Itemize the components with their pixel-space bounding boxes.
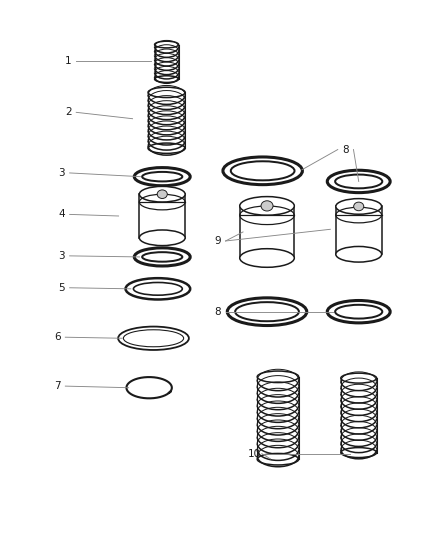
Ellipse shape: [124, 330, 184, 347]
Polygon shape: [139, 194, 185, 238]
Ellipse shape: [336, 199, 381, 214]
Ellipse shape: [134, 167, 190, 185]
Text: 2: 2: [65, 107, 72, 117]
Ellipse shape: [231, 161, 294, 180]
Ellipse shape: [336, 246, 381, 262]
Ellipse shape: [134, 248, 190, 266]
Ellipse shape: [240, 249, 294, 267]
Ellipse shape: [223, 157, 302, 184]
Ellipse shape: [335, 175, 382, 188]
Text: 7: 7: [54, 381, 61, 391]
Text: 5: 5: [59, 283, 65, 293]
Polygon shape: [336, 206, 381, 254]
Ellipse shape: [139, 230, 185, 246]
Text: 6: 6: [54, 332, 61, 342]
Text: 8: 8: [343, 144, 349, 155]
Ellipse shape: [335, 305, 382, 319]
Ellipse shape: [353, 202, 364, 211]
Ellipse shape: [118, 327, 189, 350]
Ellipse shape: [134, 282, 182, 295]
Ellipse shape: [157, 190, 167, 198]
Text: 3: 3: [59, 168, 65, 178]
Text: 1: 1: [65, 56, 72, 66]
Ellipse shape: [142, 172, 182, 181]
Ellipse shape: [235, 302, 299, 321]
Text: 8: 8: [214, 306, 221, 317]
Ellipse shape: [261, 201, 273, 211]
Polygon shape: [240, 206, 294, 258]
Ellipse shape: [139, 187, 185, 202]
Text: 10: 10: [247, 449, 261, 458]
Ellipse shape: [327, 170, 390, 192]
Ellipse shape: [240, 197, 294, 215]
Ellipse shape: [142, 252, 182, 262]
Text: 9: 9: [214, 236, 221, 246]
Text: 4: 4: [59, 209, 65, 220]
Ellipse shape: [327, 301, 390, 323]
Ellipse shape: [227, 298, 307, 326]
Text: 3: 3: [59, 251, 65, 261]
Ellipse shape: [126, 278, 190, 300]
